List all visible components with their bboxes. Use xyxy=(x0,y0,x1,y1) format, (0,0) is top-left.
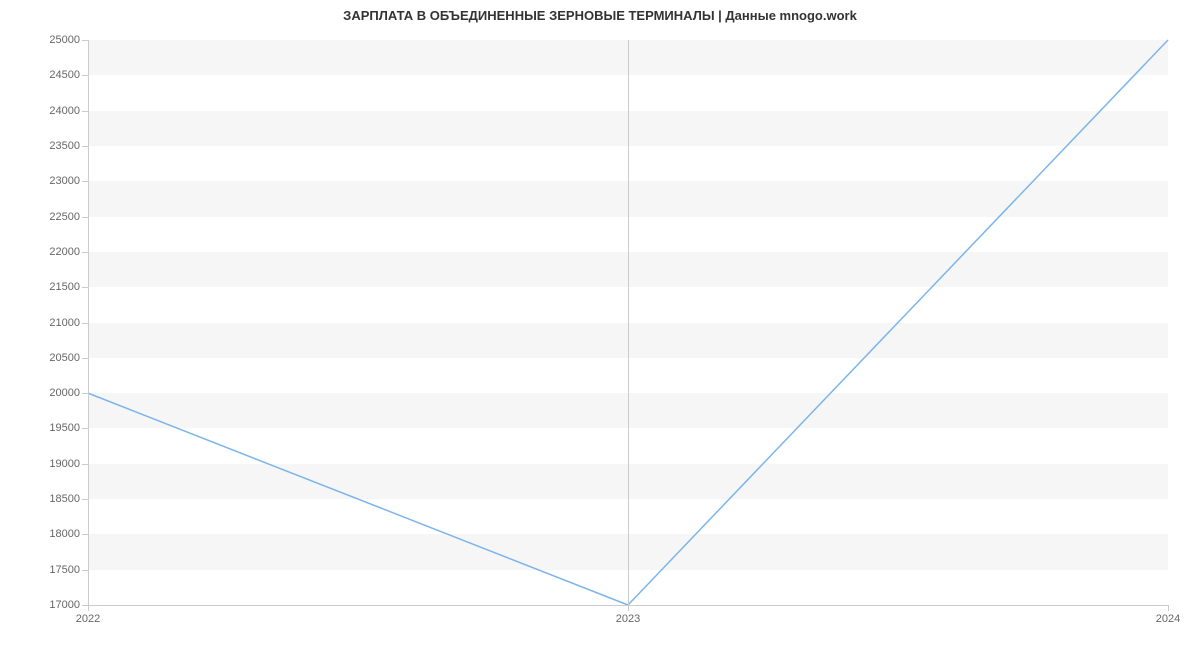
y-tick-label: 21500 xyxy=(49,281,80,293)
chart-title: ЗАРПЛАТА В ОБЪЕДИНЕННЫЕ ЗЕРНОВЫЕ ТЕРМИНА… xyxy=(0,8,1200,23)
y-tick-label: 24000 xyxy=(49,105,80,117)
y-tick xyxy=(82,287,88,288)
y-tick xyxy=(82,217,88,218)
x-tick xyxy=(88,605,89,611)
y-tick-label: 20500 xyxy=(49,352,80,364)
y-tick-label: 22500 xyxy=(49,211,80,223)
y-tick xyxy=(82,464,88,465)
y-tick xyxy=(82,428,88,429)
y-tick-label: 23000 xyxy=(49,175,80,187)
y-tick-label: 18500 xyxy=(49,493,80,505)
y-tick xyxy=(82,570,88,571)
y-tick xyxy=(82,252,88,253)
y-tick-label: 19000 xyxy=(49,458,80,470)
plot-area: 1700017500180001850019000195002000020500… xyxy=(88,40,1168,605)
y-tick xyxy=(82,499,88,500)
y-tick-label: 21000 xyxy=(49,317,80,329)
x-tick-label: 2022 xyxy=(76,613,100,625)
y-tick-label: 18000 xyxy=(49,528,80,540)
y-tick xyxy=(82,111,88,112)
y-tick-label: 17000 xyxy=(49,599,80,611)
y-tick-label: 17500 xyxy=(49,564,80,576)
y-tick-label: 23500 xyxy=(49,140,80,152)
y-tick xyxy=(82,358,88,359)
y-tick xyxy=(82,323,88,324)
y-tick xyxy=(82,146,88,147)
y-tick-label: 19500 xyxy=(49,422,80,434)
y-axis-line xyxy=(88,40,89,605)
y-tick xyxy=(82,534,88,535)
x-tick-label: 2023 xyxy=(616,613,640,625)
x-tick xyxy=(628,605,629,611)
x-tick xyxy=(1168,605,1169,611)
y-tick-label: 22000 xyxy=(49,246,80,258)
y-tick xyxy=(82,40,88,41)
x-gridline xyxy=(628,40,629,605)
y-tick xyxy=(82,393,88,394)
y-tick-label: 24500 xyxy=(49,69,80,81)
chart-container: ЗАРПЛАТА В ОБЪЕДИНЕННЫЕ ЗЕРНОВЫЕ ТЕРМИНА… xyxy=(0,0,1200,650)
x-tick-label: 2024 xyxy=(1156,613,1180,625)
y-tick xyxy=(82,181,88,182)
y-tick xyxy=(82,75,88,76)
y-tick-label: 25000 xyxy=(49,34,80,46)
y-tick-label: 20000 xyxy=(49,387,80,399)
